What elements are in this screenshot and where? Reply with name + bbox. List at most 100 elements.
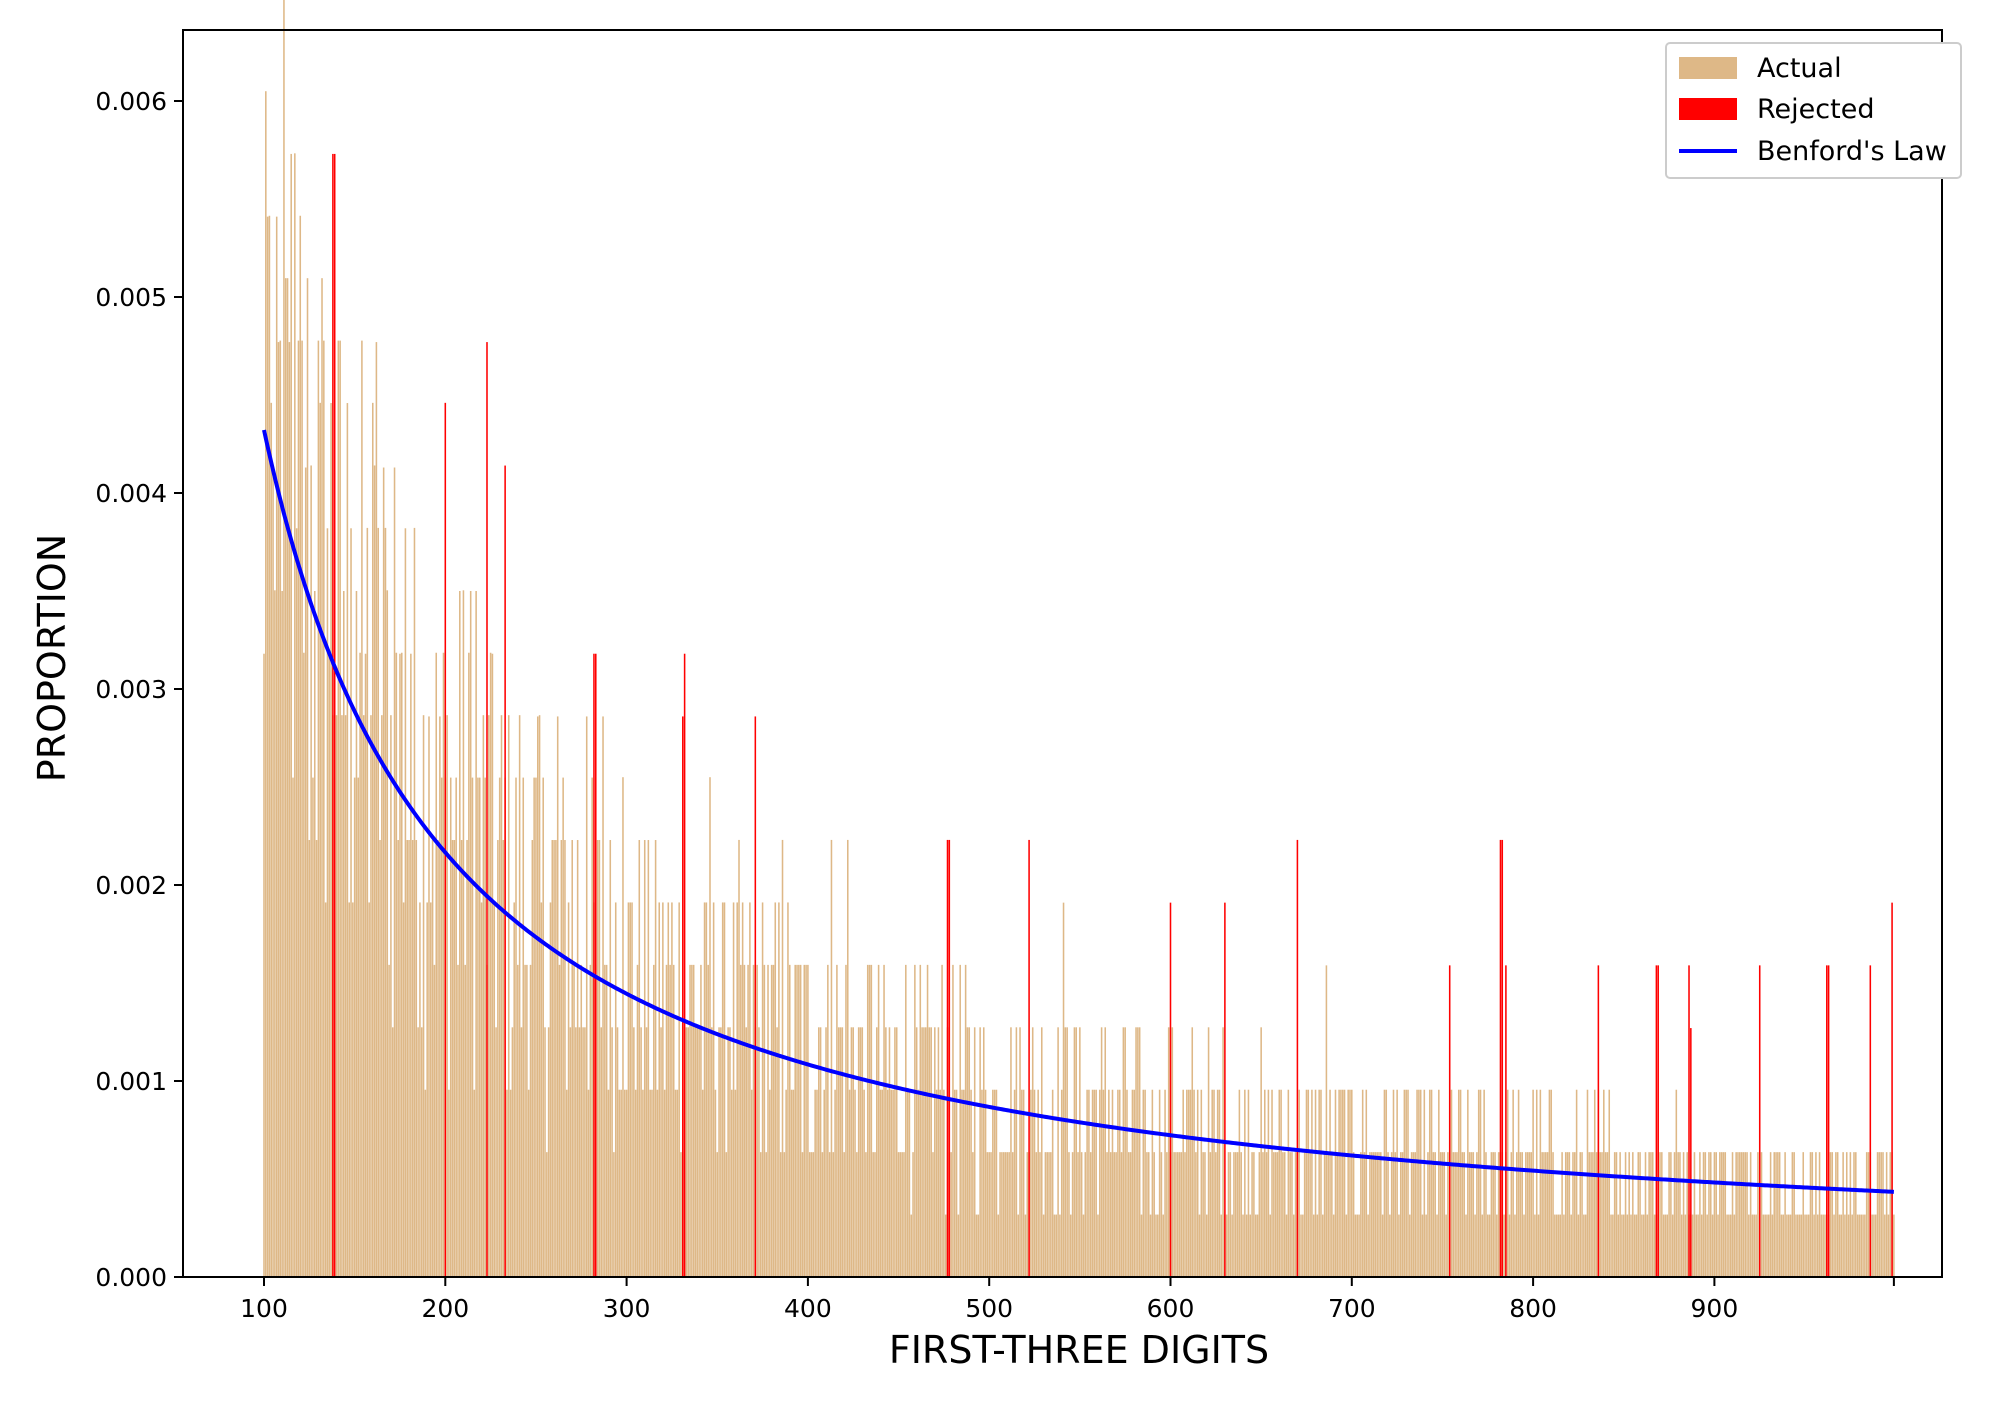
- actual-bar: [738, 839, 740, 1277]
- actual-bar: [415, 840, 418, 1277]
- actual-bar: [1548, 1089, 1551, 1277]
- actual-bar: [790, 1089, 793, 1277]
- actual-bar: [1606, 1152, 1609, 1277]
- actual-bar: [1258, 1152, 1261, 1277]
- actual-bar: [401, 652, 403, 1277]
- actual-bar: [1216, 1089, 1219, 1277]
- actual-bar: [1684, 1214, 1687, 1277]
- actual-bar: [411, 840, 414, 1277]
- actual-bar: [1276, 1152, 1279, 1277]
- actual-bar: [765, 1152, 767, 1277]
- actual-bar: [1878, 1152, 1881, 1277]
- actual-bar: [1410, 1152, 1413, 1277]
- actual-bar: [1702, 1152, 1705, 1277]
- actual-bar: [341, 715, 343, 1277]
- actual-bar: [1173, 1152, 1175, 1277]
- actual-bar: [741, 902, 744, 1277]
- actual-bar: [1267, 1089, 1270, 1277]
- actual-bar: [1378, 1152, 1380, 1277]
- actual-bar: [1202, 1152, 1204, 1277]
- actual-bar: [1588, 1152, 1591, 1277]
- actual-bar: [299, 215, 302, 1277]
- actual-bar: [1787, 1214, 1790, 1277]
- actual-bar: [337, 340, 340, 1277]
- actual-bar: [1517, 1089, 1520, 1277]
- actual-bar: [736, 902, 738, 1277]
- actual-bar: [1146, 1152, 1148, 1277]
- actual-bar: [1746, 1152, 1748, 1277]
- actual-bar: [544, 1027, 546, 1277]
- actual-bar: [1483, 1089, 1485, 1277]
- actual-bar: [1153, 1152, 1155, 1277]
- actual-bar: [575, 1027, 577, 1277]
- actual-bar: [1824, 1214, 1826, 1277]
- actual-bar: [1128, 1152, 1130, 1277]
- actual-bar: [536, 716, 539, 1277]
- actual-bar: [353, 777, 356, 1277]
- actual-bar: [1816, 1214, 1819, 1277]
- actual-bar: [1109, 1152, 1112, 1277]
- actual-bar: [843, 1152, 845, 1277]
- actual-bar: [1871, 1214, 1873, 1277]
- actual-bar: [1780, 1214, 1783, 1277]
- actual-bar: [1664, 1214, 1667, 1277]
- actual-bar: [847, 839, 849, 1277]
- actual-bar: [1642, 1214, 1645, 1277]
- actual-bar: [1099, 1089, 1101, 1277]
- actual-bar: [1452, 1152, 1455, 1277]
- rejected-bar: [1501, 839, 1504, 1277]
- actual-bar: [654, 840, 657, 1277]
- actual-bar: [288, 342, 291, 1278]
- actual-bar: [1051, 1089, 1054, 1277]
- actual-bar: [513, 902, 515, 1277]
- actual-bar: [783, 1152, 786, 1277]
- actual-bar: [1650, 1152, 1652, 1277]
- actual-bar: [477, 777, 479, 1277]
- actual-bar: [431, 840, 434, 1277]
- actual-bar: [315, 840, 318, 1277]
- actual-bar: [379, 840, 381, 1277]
- actual-bar: [613, 1152, 615, 1277]
- actual-bar: [1496, 1214, 1498, 1277]
- actual-bar: [375, 342, 378, 1278]
- actual-bar: [1233, 1152, 1235, 1277]
- actual-bar: [1204, 1152, 1206, 1277]
- actual-bar: [1409, 1214, 1411, 1277]
- actual-bar: [1693, 1152, 1696, 1277]
- actual-bar: [1717, 1214, 1719, 1277]
- actual-bar: [1144, 1089, 1146, 1277]
- actual-bar: [1887, 1214, 1890, 1277]
- actual-bar: [647, 840, 650, 1277]
- actual-bar: [1570, 1214, 1572, 1277]
- actual-bar: [1691, 1214, 1694, 1277]
- rejected-bar: [1758, 965, 1761, 1277]
- actual-bar: [1713, 1152, 1716, 1277]
- actual-bar: [1586, 1089, 1589, 1277]
- actual-bar: [1004, 1152, 1007, 1277]
- actual-bar: [1764, 1214, 1766, 1277]
- actual-bar: [749, 902, 751, 1277]
- actual-bar: [778, 902, 780, 1277]
- actual-bar: [319, 402, 321, 1278]
- actual-bar: [1042, 1214, 1045, 1277]
- actual-bar: [424, 1089, 427, 1277]
- actual-bar: [801, 1152, 804, 1277]
- actual-bar: [814, 1089, 816, 1277]
- rejected-bar: [332, 153, 334, 1277]
- actual-bar: [1200, 1089, 1203, 1277]
- actual-bar: [774, 902, 777, 1277]
- actual-bar: [1575, 1089, 1578, 1277]
- actual-bar: [645, 1027, 648, 1277]
- actual-bar: [1719, 1152, 1721, 1277]
- actual-bar: [515, 777, 517, 1277]
- actual-bar: [1349, 1089, 1351, 1277]
- y-tick-label: 0.004: [95, 479, 167, 508]
- actual-bar: [453, 840, 456, 1277]
- actual-bar: [1412, 1152, 1415, 1277]
- actual-bar: [1022, 1089, 1025, 1277]
- actual-bar: [874, 1152, 876, 1277]
- actual-bar: [1526, 1152, 1529, 1277]
- actual-bar: [1849, 1152, 1852, 1277]
- actual-bar: [551, 840, 554, 1277]
- actual-bar: [1387, 1152, 1389, 1277]
